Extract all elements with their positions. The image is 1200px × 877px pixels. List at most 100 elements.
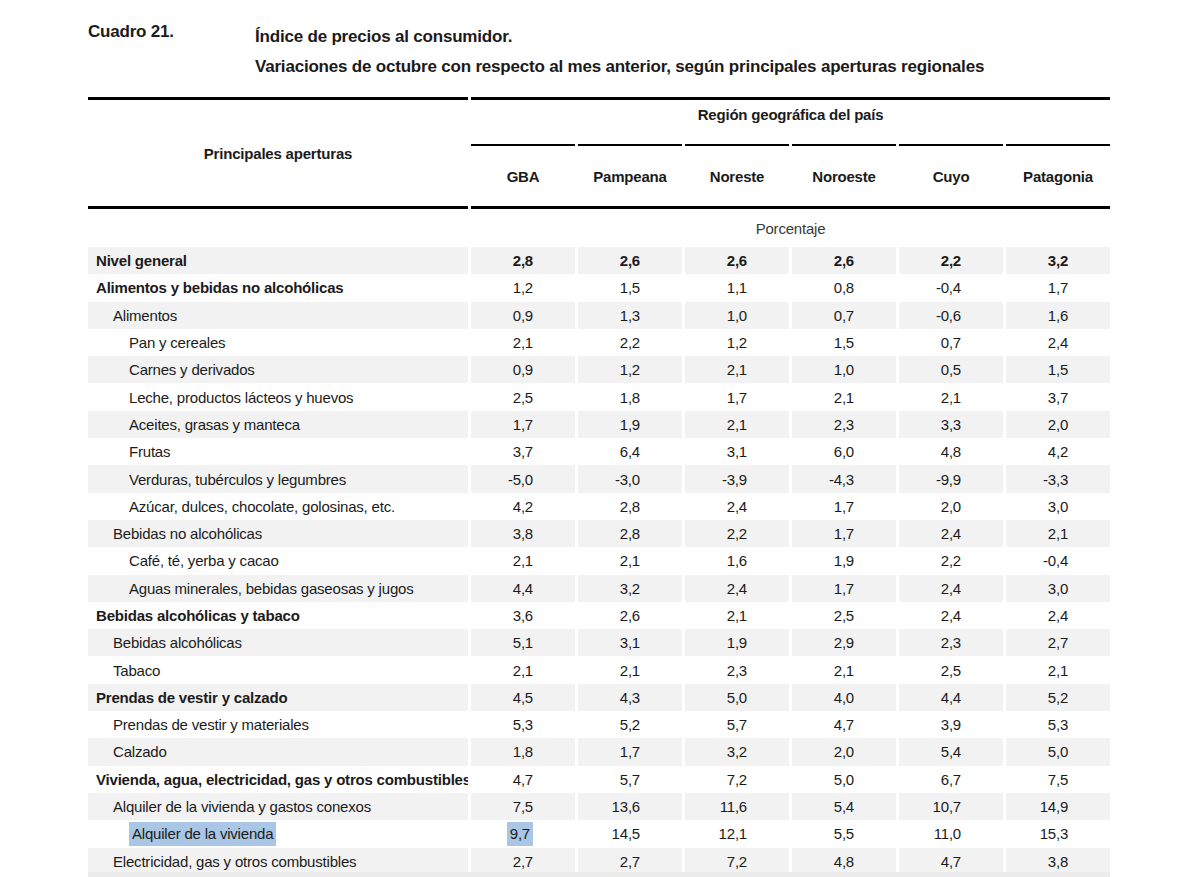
value-cell: 3,3 — [899, 411, 1003, 438]
column-header: Pampeana — [578, 144, 682, 206]
value-cell: 0,9 — [471, 302, 575, 329]
value-cell: 11,6 — [685, 793, 789, 820]
value-cell: 2,7 — [1006, 629, 1110, 656]
value-cell: 1,8 — [578, 383, 682, 410]
value-cell: 14,9 — [1006, 793, 1110, 820]
value-cell: -3,3 — [1006, 465, 1110, 492]
value-cell: 9,7 — [471, 820, 575, 847]
value-cell: 3,7 — [1006, 383, 1110, 410]
row-label: Alquiler de la vivienda — [88, 820, 468, 847]
value-cell: 2,8 — [471, 247, 575, 274]
table-row: Tabaco2,12,12,32,12,52,1 — [88, 656, 1110, 683]
value-cell: 1,9 — [578, 411, 682, 438]
row-label: Alquiler de la vivienda y gastos conexos — [88, 793, 468, 820]
value-cell: 11,0 — [899, 820, 1003, 847]
table-row: Aceites, grasas y manteca1,71,92,12,33,3… — [88, 411, 1110, 438]
value-cell: 3,9 — [899, 711, 1003, 738]
row-label: Frutas — [88, 438, 468, 465]
value-cell: 1,5 — [578, 274, 682, 301]
value-cell: 2,2 — [899, 547, 1003, 574]
value-cell: 2,2 — [899, 247, 1003, 274]
value-cell: 2,1 — [792, 383, 896, 410]
value-cell: 2,4 — [899, 575, 1003, 602]
value-cell: 1,7 — [792, 575, 896, 602]
value-cell: 3,7 — [471, 438, 575, 465]
value-cell: 2,1 — [685, 602, 789, 629]
value-cell: 5,4 — [792, 793, 896, 820]
header-row-region: Principales aperturas Región geográfica … — [88, 97, 1110, 144]
value-cell: 2,6 — [578, 602, 682, 629]
column-header: Noroeste — [792, 144, 896, 206]
value-cell: 2,1 — [685, 411, 789, 438]
value-cell: 0,7 — [792, 302, 896, 329]
value-cell: 2,1 — [471, 547, 575, 574]
value-cell: 1,7 — [792, 493, 896, 520]
row-label: Café, té, yerba y cacao — [88, 547, 468, 574]
value-cell: 4,4 — [471, 575, 575, 602]
value-cell: 2,3 — [685, 656, 789, 683]
value-cell: 2,0 — [1006, 411, 1110, 438]
column-header: Cuyo — [899, 144, 1003, 206]
table-row: Alimentos y bebidas no alcohólicas1,21,5… — [88, 274, 1110, 301]
table-row: Pan y cereales2,12,21,21,50,72,4 — [88, 329, 1110, 356]
value-cell: 4,8 — [792, 848, 896, 875]
column-header: Patagonia — [1006, 144, 1110, 206]
row-label: Bebidas alcohólicas y tabaco — [88, 602, 468, 629]
value-cell: 2,1 — [471, 329, 575, 356]
row-label: Bebidas no alcohólicas — [88, 520, 468, 547]
selection-highlight: Alquiler de la vivienda — [129, 822, 276, 846]
value-cell: 7,2 — [685, 848, 789, 875]
value-cell: 2,6 — [578, 247, 682, 274]
selection-highlight: 9,7 — [507, 822, 533, 846]
table-row: Leche, productos lácteos y huevos2,51,81… — [88, 383, 1110, 410]
value-cell: 2,1 — [578, 547, 682, 574]
value-cell: 2,6 — [685, 247, 789, 274]
table-row: Bebidas no alcohólicas3,82,82,21,72,42,1 — [88, 520, 1110, 547]
value-cell: 3,2 — [578, 575, 682, 602]
row-label: Bebidas alcohólicas — [88, 629, 468, 656]
value-cell: -0,4 — [1006, 547, 1110, 574]
value-cell: 2,4 — [1006, 329, 1110, 356]
value-cell: 2,1 — [471, 656, 575, 683]
unit-label: Porcentaje — [471, 206, 1110, 247]
value-cell: 1,7 — [578, 738, 682, 765]
value-cell: 2,5 — [792, 602, 896, 629]
value-cell: 1,5 — [1006, 356, 1110, 383]
value-cell: 7,5 — [471, 793, 575, 820]
value-cell: 2,4 — [685, 575, 789, 602]
row-label: Carnes y derivados — [88, 356, 468, 383]
value-cell: 0,8 — [792, 274, 896, 301]
value-cell: 6,7 — [899, 766, 1003, 793]
row-label: Leche, productos lácteos y huevos — [88, 383, 468, 410]
value-cell: -0,4 — [899, 274, 1003, 301]
row-label: Electricidad, gas y otros combustibles — [88, 848, 468, 875]
value-cell: 2,0 — [792, 738, 896, 765]
table-row: Bebidas alcohólicas y tabaco3,62,62,12,5… — [88, 602, 1110, 629]
column-header: GBA — [471, 144, 575, 206]
value-cell: 1,7 — [685, 383, 789, 410]
row-label: Verduras, tubérculos y legumbres — [88, 465, 468, 492]
value-cell: 2,1 — [899, 383, 1003, 410]
value-cell: 5,3 — [471, 711, 575, 738]
value-cell: 1,6 — [1006, 302, 1110, 329]
value-cell: -5,0 — [471, 465, 575, 492]
value-cell: 3,0 — [1006, 575, 1110, 602]
value-cell: 2,8 — [578, 520, 682, 547]
value-cell: 7,5 — [1006, 766, 1110, 793]
value-cell: 3,6 — [471, 602, 575, 629]
table-row: Electricidad, gas y otros combustibles2,… — [88, 848, 1110, 875]
value-cell: 5,1 — [471, 629, 575, 656]
table-row: Bebidas alcohólicas5,13,11,92,92,32,7 — [88, 629, 1110, 656]
row-label: Azúcar, dulces, chocolate, golosinas, et… — [88, 493, 468, 520]
value-cell: 2,4 — [899, 520, 1003, 547]
table-body: Nivel general2,82,62,62,62,23,2Alimentos… — [88, 247, 1110, 875]
value-cell: 4,5 — [471, 684, 575, 711]
row-label: Aceites, grasas y manteca — [88, 411, 468, 438]
value-cell: 1,9 — [685, 629, 789, 656]
row-label: Pan y cereales — [88, 329, 468, 356]
row-label: Tabaco — [88, 656, 468, 683]
stub-header: Principales aperturas — [88, 97, 468, 206]
value-cell: 4,2 — [471, 493, 575, 520]
value-cell: 1,2 — [471, 274, 575, 301]
value-cell: 15,3 — [1006, 820, 1110, 847]
